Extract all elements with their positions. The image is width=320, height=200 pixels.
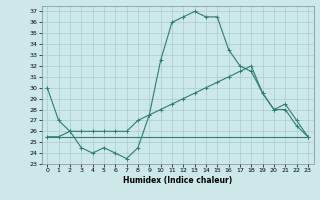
X-axis label: Humidex (Indice chaleur): Humidex (Indice chaleur) <box>123 176 232 185</box>
